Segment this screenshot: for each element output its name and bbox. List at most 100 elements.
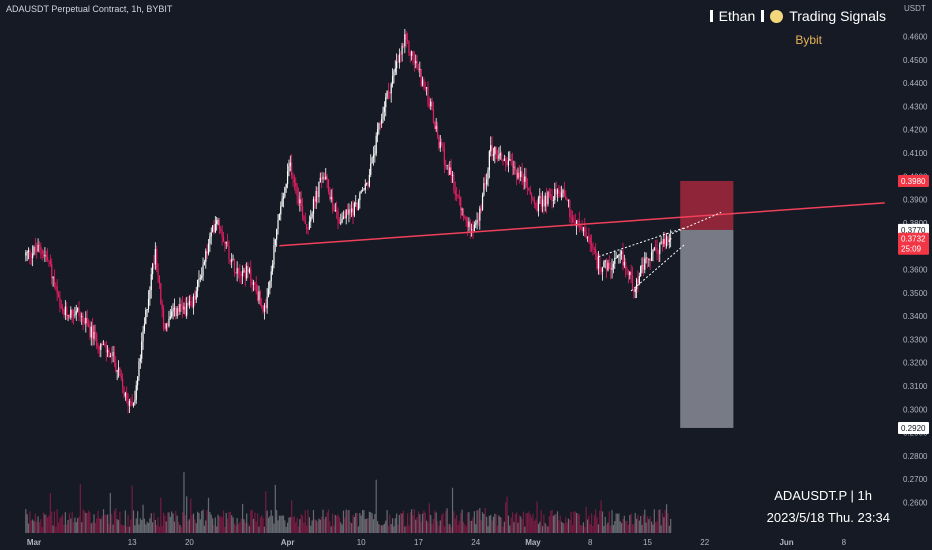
candle-body <box>90 326 92 338</box>
volume-bar <box>430 514 432 533</box>
volume-bar <box>670 518 672 533</box>
volume-bar <box>401 513 403 533</box>
volume-bar <box>378 524 380 533</box>
volume-bar <box>173 521 176 533</box>
volume-bar <box>348 509 350 533</box>
volume-bar <box>502 526 504 533</box>
candle-body <box>104 344 106 346</box>
volume-bar <box>269 516 271 533</box>
volume-bar <box>25 509 27 533</box>
volume-bar <box>442 513 444 533</box>
candle-body <box>32 253 34 259</box>
candle-body <box>273 245 275 265</box>
volume-bar <box>143 518 146 533</box>
candle-body <box>291 162 293 176</box>
volume-bar <box>134 525 136 533</box>
candle-body <box>612 263 615 268</box>
candle-body <box>295 182 297 187</box>
candle-body <box>236 268 238 274</box>
volume-bar <box>608 511 610 533</box>
candle-body <box>491 145 493 156</box>
candle-body <box>619 253 621 255</box>
volume-bar <box>37 516 39 533</box>
candle-body <box>378 123 380 130</box>
volume-bar <box>293 515 295 533</box>
time-axis[interactable]: Mar 13 20 Apr 10 17 24 May 8 15 22 Jun 8 <box>0 533 932 550</box>
volume-bar <box>580 524 582 533</box>
volume-bar <box>147 522 150 533</box>
volume-bar <box>203 525 206 533</box>
candle-body <box>321 177 323 180</box>
candle-body <box>224 241 226 244</box>
volume-bar <box>270 510 272 533</box>
volume-bar <box>172 513 174 533</box>
price-tick-label: 0.3000 <box>903 405 928 414</box>
candle-body <box>297 196 300 204</box>
volume-bar <box>352 514 354 533</box>
volume-bar <box>552 515 555 533</box>
candle-body <box>306 223 308 229</box>
candle-body <box>237 268 240 272</box>
volume-bar <box>267 517 270 533</box>
volume-bar <box>509 525 511 533</box>
volume-bar <box>300 514 302 533</box>
volume-bar <box>405 525 407 533</box>
volume-bar <box>400 512 402 533</box>
volume-bar <box>72 522 75 533</box>
price-tick-label: 0.4100 <box>903 149 928 158</box>
volume-bar <box>555 513 557 533</box>
volume-bar <box>92 522 94 533</box>
volume-bar <box>63 524 65 533</box>
candle-body <box>308 221 310 230</box>
volume-bar <box>525 512 527 533</box>
volume-bar <box>211 518 214 533</box>
candle-body <box>655 247 657 249</box>
price-axis[interactable]: 0.46000.45000.44000.43000.42000.41000.40… <box>897 0 932 550</box>
candle-body <box>416 61 418 68</box>
volume-bar <box>310 525 312 533</box>
volume-bar <box>661 513 664 533</box>
volume-bar <box>131 485 133 533</box>
candle-body <box>203 261 206 265</box>
candle-body <box>581 227 583 232</box>
volume-bar <box>111 514 113 533</box>
volume-bar <box>556 511 559 533</box>
volume-bar <box>82 509 84 533</box>
candle-body <box>57 293 60 298</box>
candle-body <box>131 402 133 406</box>
volume-bar <box>206 510 208 533</box>
candle-body <box>415 61 417 64</box>
volume-bar <box>668 525 670 533</box>
candle-body <box>562 190 564 193</box>
volume-bar <box>278 515 280 533</box>
volume-bar <box>135 518 137 533</box>
volume-bar <box>631 524 634 533</box>
volume-bar <box>531 517 533 533</box>
candle-body <box>98 347 101 350</box>
volume-bar <box>434 510 436 533</box>
candle-body <box>314 199 316 202</box>
volume-bar <box>653 509 655 533</box>
volume-bar <box>416 517 418 533</box>
candle-body <box>194 295 196 300</box>
volume-bar <box>64 512 66 533</box>
volume-bar <box>237 523 240 533</box>
volume-bar <box>210 514 212 533</box>
volume-bar <box>108 524 110 533</box>
candle-body <box>543 199 545 207</box>
volume-bar <box>582 522 585 533</box>
candle-body <box>222 236 225 242</box>
volume-bar <box>342 510 345 533</box>
candle-body <box>589 238 591 244</box>
candle-body <box>338 220 340 224</box>
volume-bar <box>649 516 651 533</box>
volume-bar <box>329 521 331 533</box>
volume-bar <box>284 520 286 533</box>
candle-body <box>135 385 137 400</box>
volume-bar <box>667 513 669 533</box>
candle-body <box>468 221 470 227</box>
candle-body <box>329 191 331 200</box>
candle-body <box>498 155 500 159</box>
candle-body <box>352 208 354 216</box>
